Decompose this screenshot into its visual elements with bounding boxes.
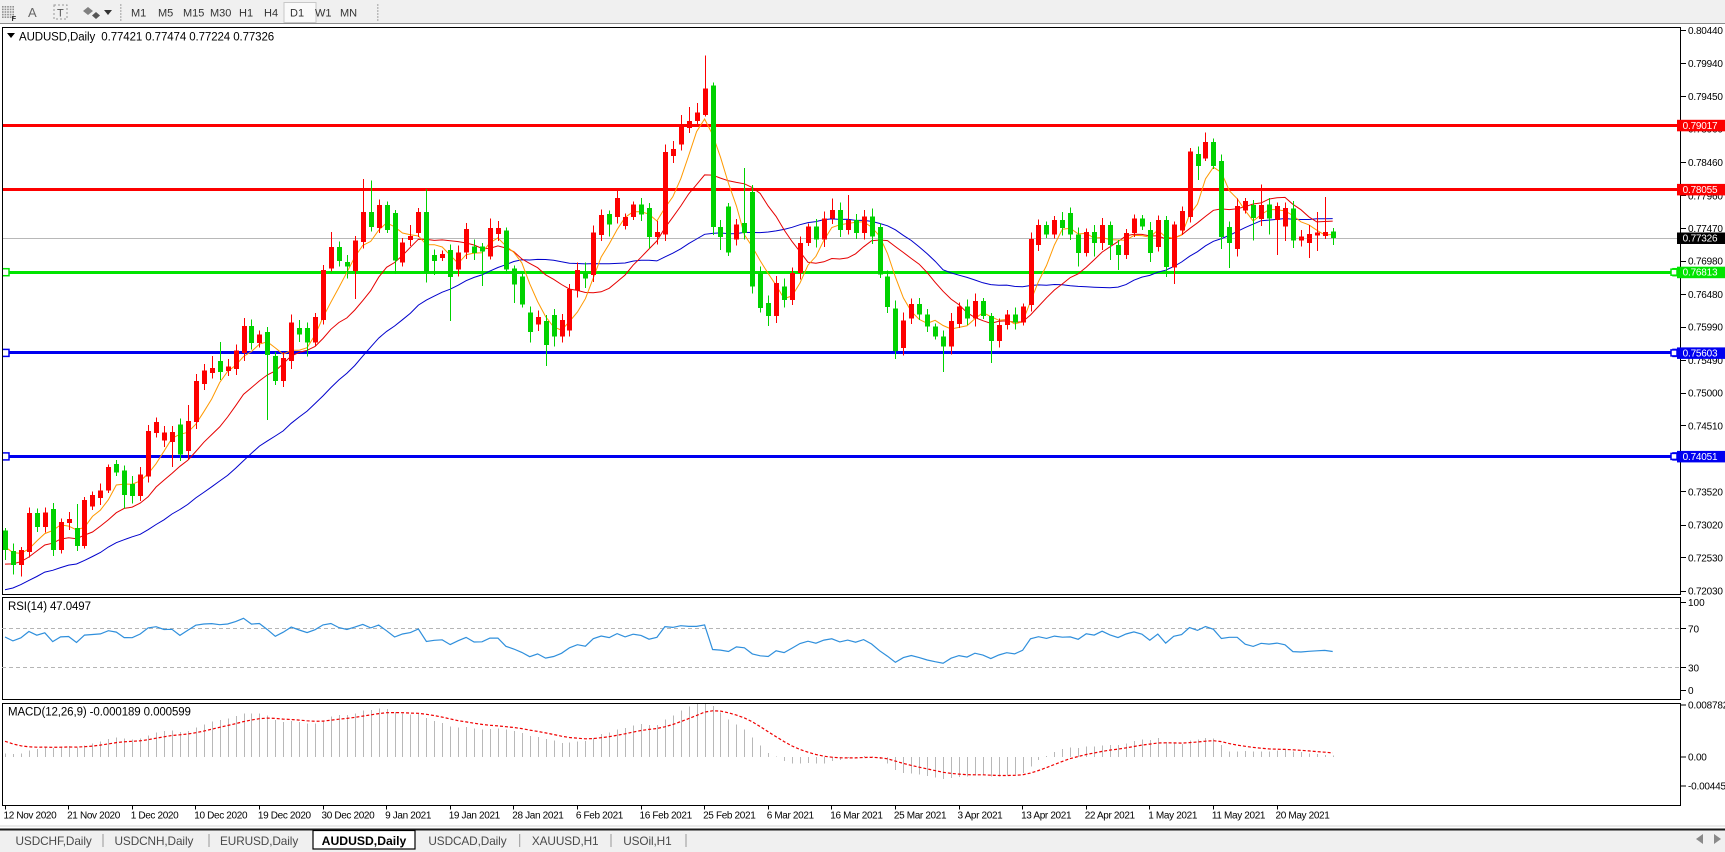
svg-text:13 Apr 2021: 13 Apr 2021 [1021, 811, 1072, 822]
svg-text:0.77470: 0.77470 [1688, 224, 1723, 235]
svg-text:0.75603: 0.75603 [1683, 348, 1718, 359]
svg-text:1 Dec 2020: 1 Dec 2020 [131, 811, 179, 822]
svg-text:0.72030: 0.72030 [1688, 587, 1723, 598]
svg-text:USOil,H1: USOil,H1 [623, 834, 671, 848]
svg-text:D1: D1 [290, 8, 304, 20]
svg-text:MN: MN [340, 8, 357, 20]
svg-text:0.76980: 0.76980 [1688, 257, 1723, 268]
svg-text:0.73020: 0.73020 [1688, 521, 1723, 532]
svg-text:25 Feb 2021: 25 Feb 2021 [703, 811, 756, 822]
svg-text:H1: H1 [239, 8, 253, 20]
svg-text:10 Dec 2020: 10 Dec 2020 [194, 811, 248, 822]
svg-text:16 Feb 2021: 16 Feb 2021 [640, 811, 693, 822]
svg-text:W1: W1 [315, 8, 332, 20]
svg-text:0.74051: 0.74051 [1683, 452, 1718, 463]
svg-text:F: F [12, 14, 17, 23]
svg-text:0.008782: 0.008782 [1688, 701, 1725, 712]
svg-text:21 Nov 2020: 21 Nov 2020 [67, 811, 121, 822]
svg-text:0.73520: 0.73520 [1688, 487, 1723, 498]
svg-text:25 Mar 2021: 25 Mar 2021 [894, 811, 947, 822]
svg-text:0.72530: 0.72530 [1688, 553, 1723, 564]
svg-text:H4: H4 [264, 8, 278, 20]
svg-text:0.75990: 0.75990 [1688, 323, 1723, 334]
svg-text:EURUSD,Daily: EURUSD,Daily [220, 834, 298, 848]
svg-text:USDCAD,Daily: USDCAD,Daily [428, 834, 506, 848]
svg-text:0.00: 0.00 [1688, 753, 1707, 764]
svg-text:6 Feb 2021: 6 Feb 2021 [576, 811, 624, 822]
svg-text:0.79450: 0.79450 [1688, 92, 1723, 103]
svg-text:0.78460: 0.78460 [1688, 158, 1723, 169]
svg-text:USDCHF,Daily: USDCHF,Daily [16, 834, 92, 848]
svg-text:16 Mar 2021: 16 Mar 2021 [830, 811, 883, 822]
svg-text:M5: M5 [158, 8, 173, 20]
svg-text:0.79017: 0.79017 [1683, 121, 1718, 132]
svg-text:28 Jan 2021: 28 Jan 2021 [512, 811, 564, 822]
svg-text:19 Jan 2021: 19 Jan 2021 [449, 811, 501, 822]
svg-text:22 Apr 2021: 22 Apr 2021 [1085, 811, 1136, 822]
svg-text:30: 30 [1688, 663, 1700, 674]
svg-text:M1: M1 [131, 8, 146, 20]
svg-text:1 May 2021: 1 May 2021 [1148, 811, 1198, 822]
svg-text:9 Jan 2021: 9 Jan 2021 [385, 811, 432, 822]
svg-text:0.76480: 0.76480 [1688, 290, 1723, 301]
svg-text:19 Dec 2020: 19 Dec 2020 [258, 811, 312, 822]
svg-text:0.79940: 0.79940 [1688, 59, 1723, 70]
svg-text:0.76813: 0.76813 [1683, 268, 1718, 279]
svg-text:MACD(12,26,9) -0.000189 0.0005: MACD(12,26,9) -0.000189 0.000599 [8, 707, 191, 719]
svg-text:AUDUSD,Daily: AUDUSD,Daily [322, 834, 407, 848]
svg-text:0.75000: 0.75000 [1688, 389, 1723, 400]
svg-text:6 Mar 2021: 6 Mar 2021 [767, 811, 815, 822]
svg-text:30 Dec 2020: 30 Dec 2020 [322, 811, 376, 822]
svg-text:T: T [57, 8, 64, 20]
svg-text:100: 100 [1688, 598, 1705, 609]
svg-text:RSI(14) 47.0497: RSI(14) 47.0497 [8, 601, 91, 613]
svg-text:0: 0 [1688, 686, 1694, 697]
svg-text:0.75490: 0.75490 [1688, 356, 1723, 367]
svg-text:0.77326: 0.77326 [1683, 234, 1718, 245]
svg-text:M30: M30 [210, 8, 231, 20]
svg-text:20 May 2021: 20 May 2021 [1276, 811, 1331, 822]
svg-text:11 May 2021: 11 May 2021 [1212, 811, 1266, 822]
svg-text:USDCNH,Daily: USDCNH,Daily [115, 834, 194, 848]
svg-text:0.77960: 0.77960 [1688, 191, 1723, 202]
svg-text:0.78055: 0.78055 [1683, 185, 1718, 196]
svg-text:AUDUSD,Daily 0.77421 0.77474: AUDUSD,Daily 0.77421 0.77474 0.77224 0.7… [19, 32, 274, 44]
svg-text:M15: M15 [183, 8, 204, 20]
svg-text:XAUUSD,H1: XAUUSD,H1 [532, 834, 599, 848]
svg-text:0.74510: 0.74510 [1688, 421, 1723, 432]
svg-text:12 Nov 2020: 12 Nov 2020 [4, 811, 58, 822]
svg-text:3 Apr 2021: 3 Apr 2021 [958, 811, 1004, 822]
svg-text:0.80440: 0.80440 [1688, 26, 1723, 37]
svg-text:A: A [28, 5, 37, 20]
svg-text:70: 70 [1688, 625, 1700, 636]
